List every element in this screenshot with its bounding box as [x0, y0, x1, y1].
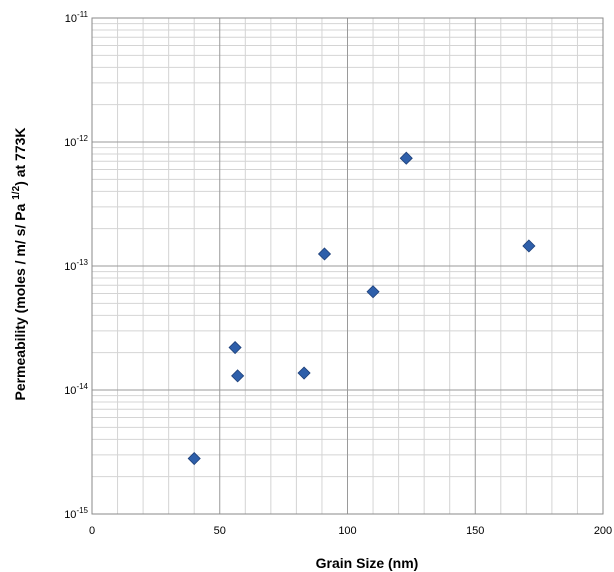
y-axis-title-superscript: 1/2: [11, 185, 22, 199]
y-axis-title-end: ) at 773K: [12, 127, 28, 185]
x-tick-label: 100: [338, 525, 356, 537]
data-points: [187, 151, 536, 466]
y-tick-exponent: -14: [76, 382, 88, 391]
data-point-diamond: [228, 340, 242, 355]
x-tick-label: 0: [89, 525, 95, 537]
y-tick-base: 10: [64, 137, 76, 149]
y-tick-exponent: -11: [77, 10, 89, 19]
y-tick-label: 10-11: [65, 10, 89, 25]
y-tick-exponent: -13: [76, 258, 88, 267]
y-tick-label: 10-15: [64, 506, 88, 521]
data-point-diamond: [297, 366, 311, 380]
x-tick-label: 150: [466, 525, 484, 537]
y-tick-base: 10: [65, 13, 77, 25]
data-point-diamond: [366, 285, 380, 299]
data-point-diamond: [399, 151, 413, 165]
x-tick-label: 200: [594, 525, 612, 537]
y-tick-label: 10-14: [64, 382, 88, 397]
y-axis-title: Permeability (moles / m/ s/ Pa 1/2) at 7…: [11, 127, 28, 400]
data-point-diamond: [522, 239, 536, 253]
x-tick-label: 50: [214, 525, 226, 537]
data-point-diamond: [187, 451, 201, 466]
data-point-diamond: [317, 247, 332, 261]
plot-area-border: [91, 17, 604, 515]
x-axis-tick-labels: 0 50 100 150 200: [89, 525, 612, 537]
y-tick-label: 10-13: [64, 258, 88, 273]
y-tick-exponent: -15: [76, 506, 88, 515]
y-tick-exponent: -12: [76, 134, 88, 143]
y-axis-title-main: Permeability (moles / m/ s/ Pa: [12, 200, 28, 401]
y-tick-base: 10: [64, 261, 76, 273]
y-tick-base: 10: [64, 509, 76, 521]
y-tick-base: 10: [64, 385, 76, 397]
x-axis-title: Grain Size (nm): [316, 555, 419, 571]
y-tick-label: 10-12: [64, 134, 88, 149]
data-point-diamond: [231, 369, 245, 383]
